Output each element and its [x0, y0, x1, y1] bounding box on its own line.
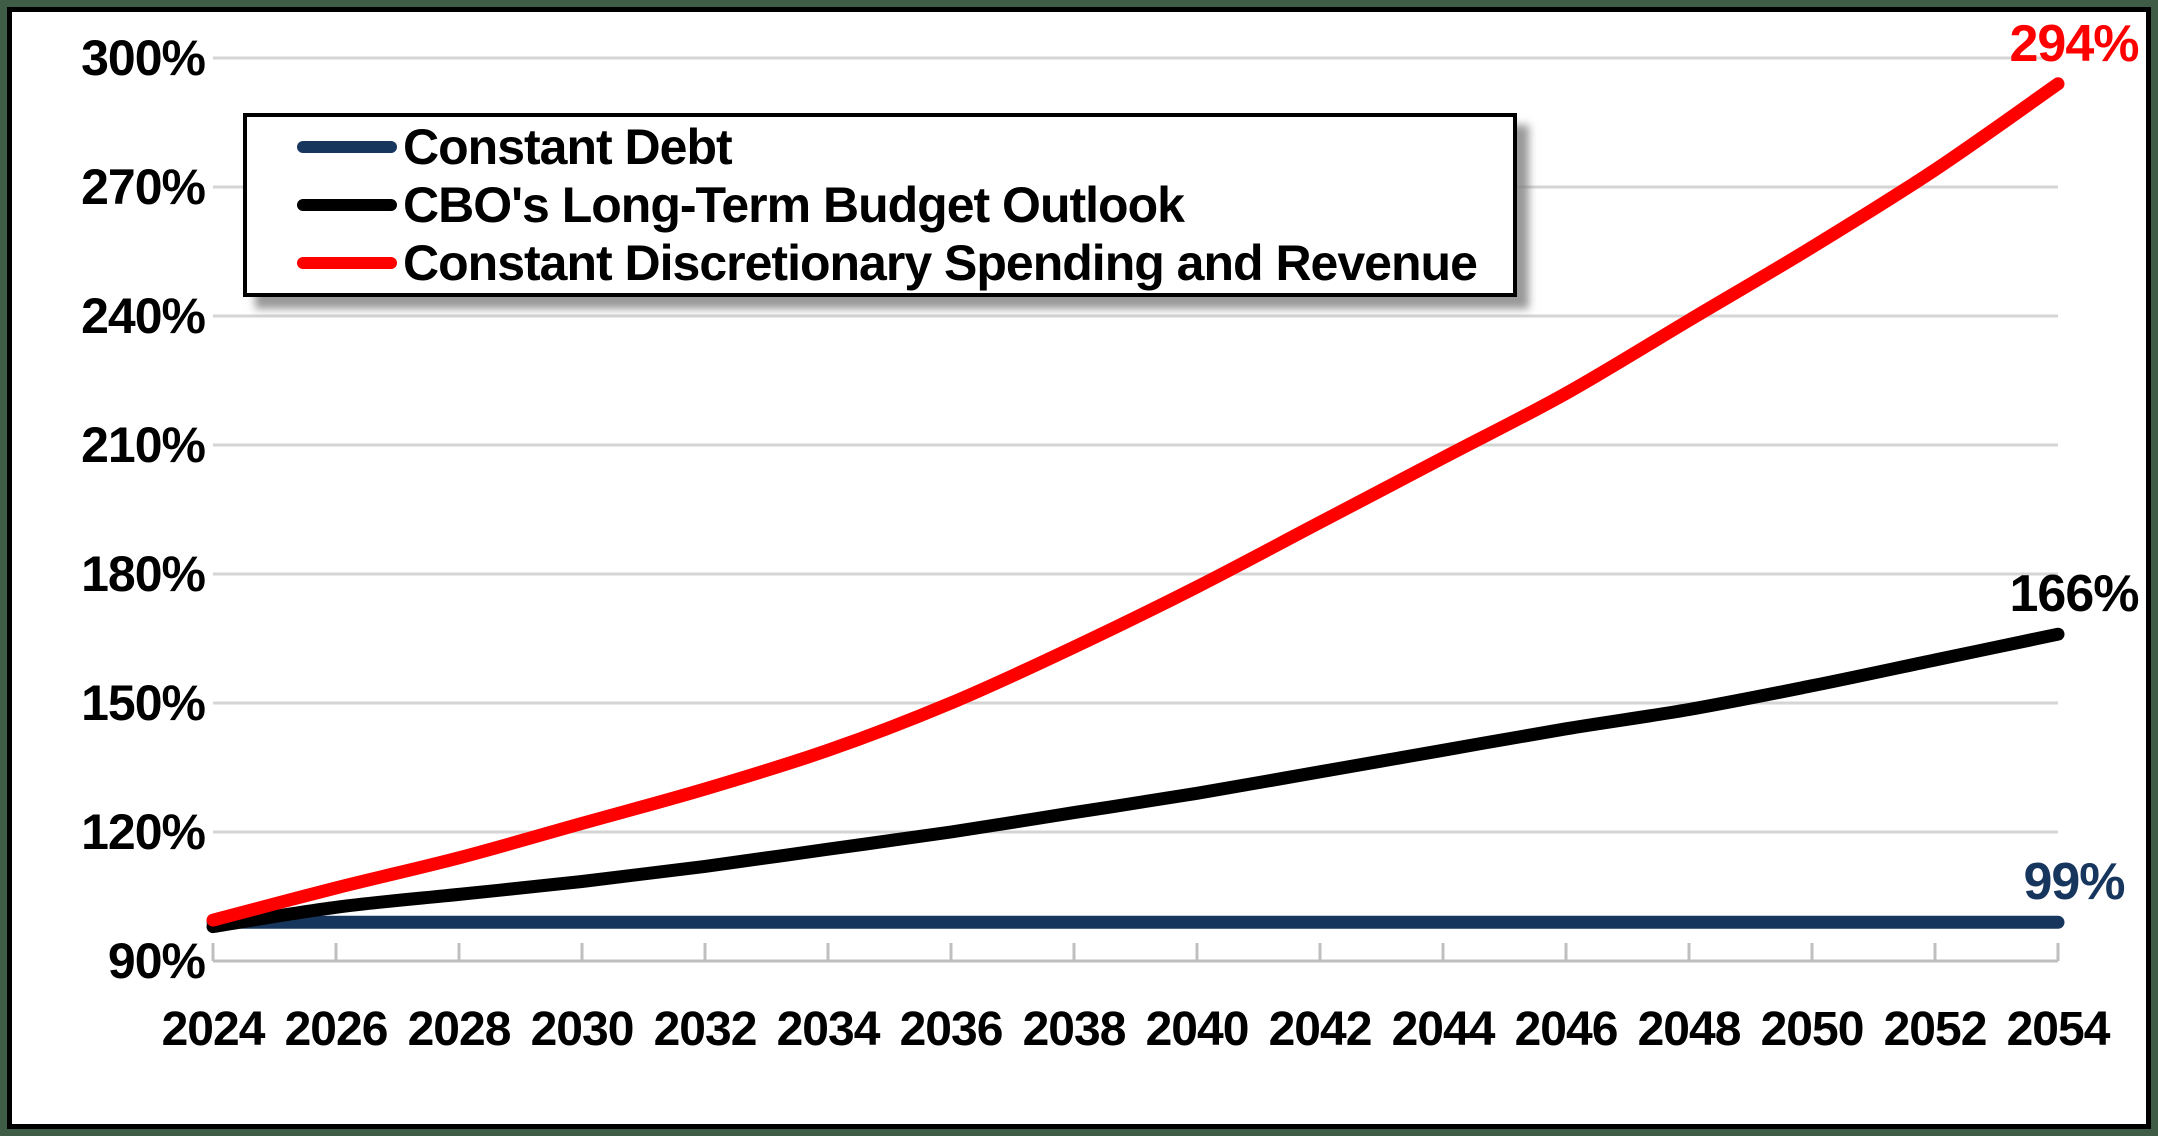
y-axis-tick-label: 150%	[81, 675, 206, 731]
legend-swatch-cbo-outlook	[297, 199, 397, 211]
end-value-label-cbo-s-long-term-budget-outlook: 166%	[2009, 565, 2140, 624]
y-axis-tick-label: 210%	[81, 417, 206, 473]
x-axis-tick-label: 2028	[407, 1003, 512, 1056]
x-axis-tick-label: 2044	[1391, 1003, 1496, 1056]
legend-label: Constant Debt	[403, 119, 733, 175]
legend-item-constant-debt: Constant Debt	[247, 118, 1513, 176]
x-axis-tick-label: 2042	[1268, 1003, 1373, 1056]
x-axis-tick-label: 2030	[530, 1003, 635, 1056]
y-axis-tick-label: 180%	[81, 546, 206, 602]
x-axis-tick-label: 2052	[1883, 1003, 1988, 1056]
y-axis-tick-label: 240%	[81, 288, 206, 344]
x-axis-tick-label: 2046	[1514, 1003, 1619, 1056]
y-axis-tick-label: 90%	[107, 933, 206, 989]
chart-legend: Constant Debt CBO's Long-Term Budget Out…	[243, 113, 1517, 297]
series-line-cbo-s-long-term-budget-outlook	[206, 627, 2065, 934]
end-value-label-constant-debt: 99%	[2023, 853, 2125, 912]
x-axis-tick-label: 2050	[1760, 1003, 1865, 1056]
x-axis-tick-label: 2048	[1637, 1003, 1742, 1056]
x-axis-tick-label: 2024	[161, 1003, 266, 1056]
y-axis-tick-label: 120%	[81, 804, 206, 860]
series-line-constant-discretionary-spending-and-revenue	[206, 77, 2065, 927]
y-axis-tick-label: 300%	[81, 30, 206, 86]
x-axis-tick-label: 2032	[653, 1003, 758, 1056]
legend-label: Constant Discretionary Spending and Reve…	[403, 235, 1478, 291]
x-axis-tick-label: 2034	[776, 1003, 881, 1056]
legend-item-cbo-outlook: CBO's Long-Term Budget Outlook	[247, 176, 1513, 234]
x-axis-tick-label: 2036	[899, 1003, 1004, 1056]
y-axis-tick-label: 270%	[81, 159, 206, 215]
legend-item-constant-discretionary: Constant Discretionary Spending and Reve…	[247, 234, 1513, 292]
x-axis-tick-label: 2038	[1022, 1003, 1127, 1056]
x-axis-tick-label: 2026	[284, 1003, 389, 1056]
x-axis-tick-label: 2054	[2006, 1003, 2111, 1056]
end-value-label-constant-discretionary-spending-and-revenue: 294%	[2009, 14, 2140, 73]
legend-swatch-constant-discretionary	[297, 257, 397, 269]
legend-label: CBO's Long-Term Budget Outlook	[403, 177, 1185, 233]
legend-swatch-constant-debt	[297, 141, 397, 153]
x-axis-tick-label: 2040	[1145, 1003, 1250, 1056]
